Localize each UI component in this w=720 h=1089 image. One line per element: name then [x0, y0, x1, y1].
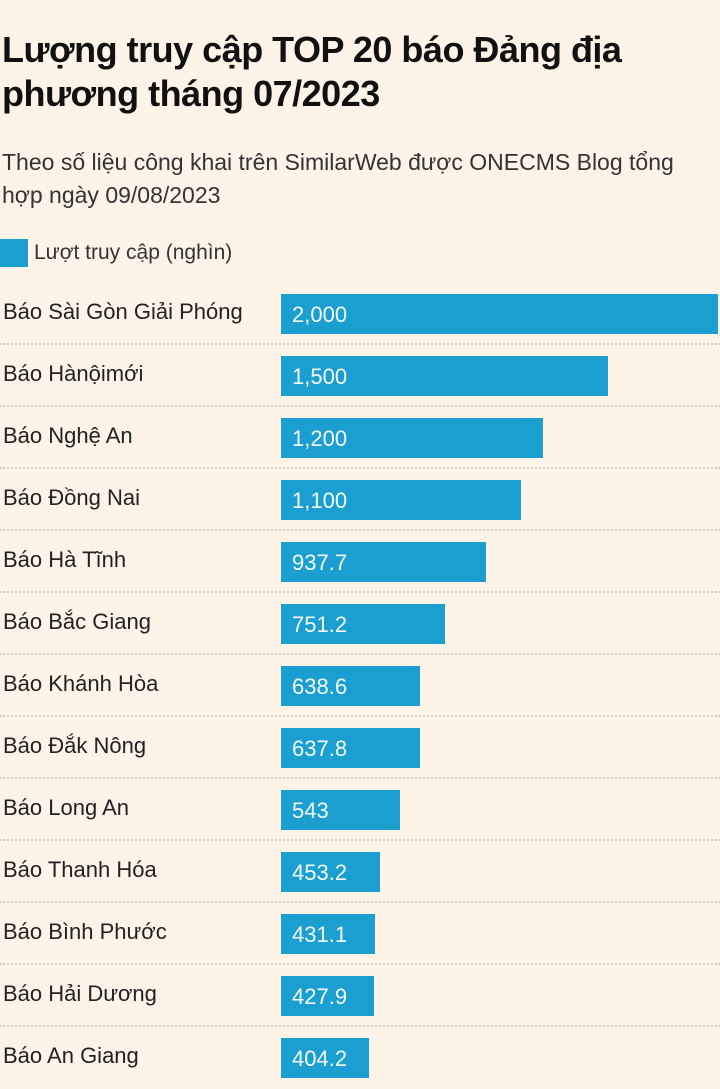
bar: 637.8: [281, 728, 420, 768]
bar: 404.2: [281, 1038, 369, 1078]
bar-row: Báo Khánh Hòa 638.6: [0, 655, 720, 717]
bar-value: 937.7: [292, 550, 348, 575]
bar-value: 453.2: [292, 860, 348, 885]
bar-label: Báo Khánh Hòa: [3, 671, 159, 696]
chart-subtitle: Theo số liệu công khai trên SimilarWeb đ…: [2, 149, 674, 208]
bar: 427.9: [281, 976, 374, 1016]
bar: 1,200: [281, 418, 543, 458]
bar-value: 1,100: [292, 488, 348, 513]
bar-value: 751.2: [292, 612, 348, 637]
bar-row: Báo Bắc Giang 751.2: [0, 593, 720, 655]
bar-label: Báo Sài Gòn Giải Phóng: [3, 299, 243, 324]
bar: 2,000: [281, 294, 718, 334]
bar: 453.2: [281, 852, 380, 892]
bar: 431.1: [281, 914, 375, 954]
bar: 1,100: [281, 480, 521, 520]
bar-row: Báo Hànộimới 1,500: [0, 345, 720, 407]
bar-row: Báo Thanh Hóa 453.2: [0, 841, 720, 903]
bar-value: 431.1: [292, 922, 348, 947]
bar-label: Báo An Giang: [3, 1043, 139, 1068]
bar: 638.6: [281, 666, 420, 706]
bar-label: Báo Đồng Nai: [3, 485, 140, 510]
chart-title: Lượng truy cập TOP 20 báo Đảng địa phươn…: [2, 29, 622, 114]
bar-value: 637.8: [292, 736, 348, 761]
bar-row: Báo Sài Gòn Giải Phóng 2,000: [0, 283, 720, 345]
bar: 543: [281, 790, 400, 830]
legend-swatch-icon: [0, 239, 28, 267]
bar-row: Báo Bình Phước 431.1: [0, 903, 720, 965]
legend-label: Lượt truy cập (nghìn): [34, 241, 233, 264]
bar-row: Báo Long An 543: [0, 779, 720, 841]
bar: 751.2: [281, 604, 445, 644]
legend: Lượt truy cập (nghìn): [0, 238, 232, 268]
bar-label: Báo Bắc Giang: [3, 609, 151, 634]
bar-value: 1,200: [292, 426, 348, 451]
bar-row: Báo Hà Tĩnh 937.7: [0, 531, 720, 593]
bar-row: Báo Đồng Nai 1,100: [0, 469, 720, 531]
bar-value: 2,000: [292, 302, 348, 327]
bar-row: Báo Đắk Nông 637.8: [0, 717, 720, 779]
bar-row: Báo An Giang 404.2: [0, 1027, 720, 1089]
bar-label: Báo Thanh Hóa: [3, 857, 157, 882]
bar-label: Báo Hànộimới: [3, 361, 144, 386]
bar-label: Báo Hải Dương: [3, 981, 157, 1006]
bar-value: 404.2: [292, 1046, 348, 1071]
bar-value: 427.9: [292, 984, 348, 1009]
bar-row: Báo Hải Dương 427.9: [0, 965, 720, 1027]
bar: 1,500: [281, 356, 608, 396]
bar-value: 543: [292, 798, 329, 823]
bar-value: 638.6: [292, 674, 348, 699]
bar-value: 1,500: [292, 364, 348, 389]
bar-label: Báo Long An: [3, 795, 130, 820]
bar-chart: Báo Sài Gòn Giải Phóng 2,000 Báo Hànộimới…: [0, 283, 720, 1089]
bar-row: Báo Nghệ An 1,200: [0, 407, 720, 469]
bar-label: Báo Nghệ An: [3, 423, 133, 448]
bar-label: Báo Hà Tĩnh: [3, 547, 127, 572]
bar: 937.7: [281, 542, 486, 582]
bar-label: Báo Đắk Nông: [3, 733, 147, 758]
bar-label: Báo Bình Phước: [3, 919, 167, 944]
